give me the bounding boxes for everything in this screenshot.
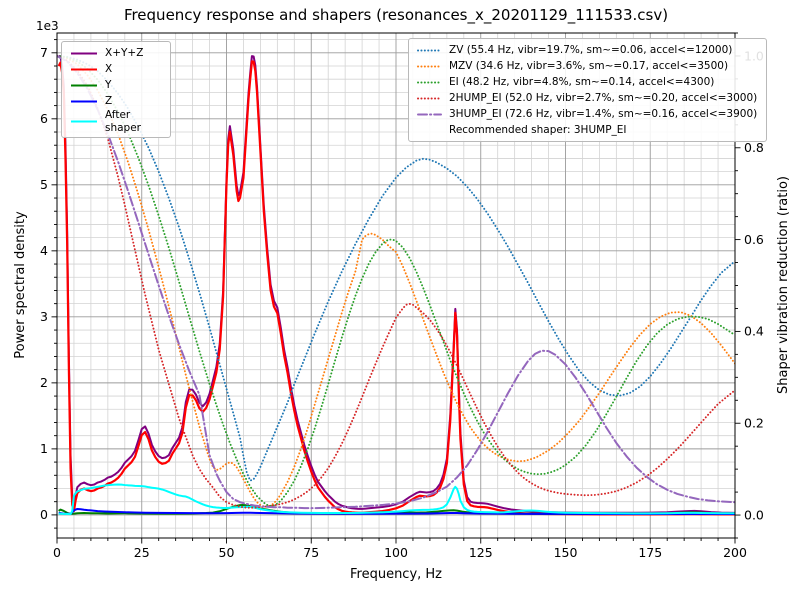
x-tick-label: 50	[219, 545, 235, 560]
y-left-tick-label: 5	[40, 177, 48, 192]
legend-swatch-after-shaper	[71, 120, 97, 123]
series-z-line	[58, 507, 735, 516]
y-right-tick-label: 0.4	[744, 324, 764, 339]
legend-item-label: X	[105, 62, 113, 75]
legend-swatch-3hump-ei	[417, 113, 442, 115]
series-mzv-line	[57, 55, 735, 508]
y-right-tick-label: 0.8	[744, 140, 764, 155]
series-zv-line	[57, 55, 735, 482]
y-left-tick-label: 6	[40, 111, 48, 126]
x-tick-label: 125	[469, 545, 493, 560]
chart-title: Frequency response and shapers (resonanc…	[123, 6, 669, 24]
legend-recommended-note: Recommended shaper: 3HUMP_EI	[416, 122, 757, 138]
tick-marks	[51, 32, 741, 544]
series-after-shaper-line	[58, 483, 735, 516]
legend-item-label: ZV (55.4 Hz, vibr=19.7%, sm~=0.06, accel…	[449, 43, 733, 56]
legend-swatch-zv	[417, 49, 442, 51]
y-right-tick-label: 0.0	[744, 507, 764, 522]
legend-swatch-mzv	[417, 65, 442, 67]
x-tick-label: 200	[723, 545, 747, 560]
legend-item-3hump-ei: 3HUMP_EI (72.6 Hz, vibr=1.4%, sm~=0.16, …	[416, 106, 757, 122]
legend-item-zv: ZV (55.4 Hz, vibr=19.7%, sm~=0.06, accel…	[416, 42, 757, 58]
legend-item-label: 3HUMP_EI (72.6 Hz, vibr=1.4%, sm~=0.16, …	[449, 107, 758, 120]
y-axis-right-label: Shaper vibration reduction (ratio)	[776, 176, 791, 394]
x-tick-label: 100	[384, 545, 408, 560]
legend-item-label: EI (48.2 Hz, vibr=4.8%, sm~=0.14, accel<…	[449, 75, 715, 88]
y-left-tick-label: 3	[40, 309, 48, 324]
y-left-tick-label: 4	[40, 243, 48, 258]
legend-item-x: X	[69, 61, 161, 77]
legend-item-label: 2HUMP_EI (52.0 Hz, vibr=2.7%, sm~=0.20, …	[449, 91, 758, 104]
legend-item-label: Z	[105, 94, 113, 107]
y-left-tick-label: 2	[40, 375, 48, 390]
y-left-tick-label: 1	[40, 441, 48, 456]
y-axis-left-label: Power spectral density	[13, 211, 28, 359]
legend-item-xyz: X+Y+Z	[69, 45, 161, 61]
series-ei-line	[57, 55, 735, 507]
x-axis-label: Frequency, Hz	[349, 567, 443, 582]
legend-shapers: ZV (55.4 Hz, vibr=19.7%, sm~=0.06, accel…	[408, 38, 768, 142]
legend-item-label: X+Y+Z	[105, 46, 144, 59]
legend-item-ei: EI (48.2 Hz, vibr=4.8%, sm~=0.14, accel<…	[416, 74, 757, 90]
legend-item-2hump-ei: 2HUMP_EI (52.0 Hz, vibr=2.7%, sm~=0.20, …	[416, 90, 757, 106]
series-3hump-ei-line	[57, 54, 735, 510]
legend-psd: X+Y+Z X Y Z After shaper	[61, 41, 171, 138]
legend-item-after-shaper: After shaper	[69, 109, 161, 134]
x-tick-label: 150	[554, 545, 578, 560]
recommended-shaper-text: Recommended shaper: 3HUMP_EI	[449, 124, 627, 136]
y-right-tick-label: 0.6	[744, 232, 764, 247]
legend-swatch-xyz	[71, 52, 97, 54]
series-x-line	[57, 60, 735, 516]
legend-swatch-x	[71, 68, 97, 70]
y-left-tick-label: 0	[40, 507, 48, 522]
legend-swatch-2hump-ei	[417, 97, 442, 99]
x-tick-label: 0	[53, 545, 61, 560]
legend-item-z: Z	[69, 93, 161, 109]
x-tick-label: 175	[638, 545, 662, 560]
legend-item-y: Y	[69, 77, 161, 93]
legend-item-label: After shaper	[105, 109, 142, 134]
legend-swatch-ei	[417, 81, 442, 83]
y-right-tick-label: 0.2	[744, 416, 764, 431]
y-axis-offset-text: 1e3	[36, 19, 59, 33]
tick-labels: 0 25 50 75 100 125 150 175 200 0 1 2 3 4 5 6 7 0.0 0.2 0.4 0…	[40, 45, 764, 560]
x-tick-label: 25	[134, 545, 150, 560]
legend-item-label: MZV (34.6 Hz, vibr=3.6%, sm~=0.17, accel…	[449, 59, 729, 72]
x-tick-label: 75	[303, 545, 319, 560]
legend-swatch-y	[71, 84, 97, 86]
legend-item-mzv: MZV (34.6 Hz, vibr=3.6%, sm~=0.17, accel…	[416, 58, 757, 74]
legend-swatch-z	[71, 100, 97, 102]
legend-item-label: Y	[105, 78, 112, 91]
y-left-tick-label: 7	[40, 45, 48, 60]
